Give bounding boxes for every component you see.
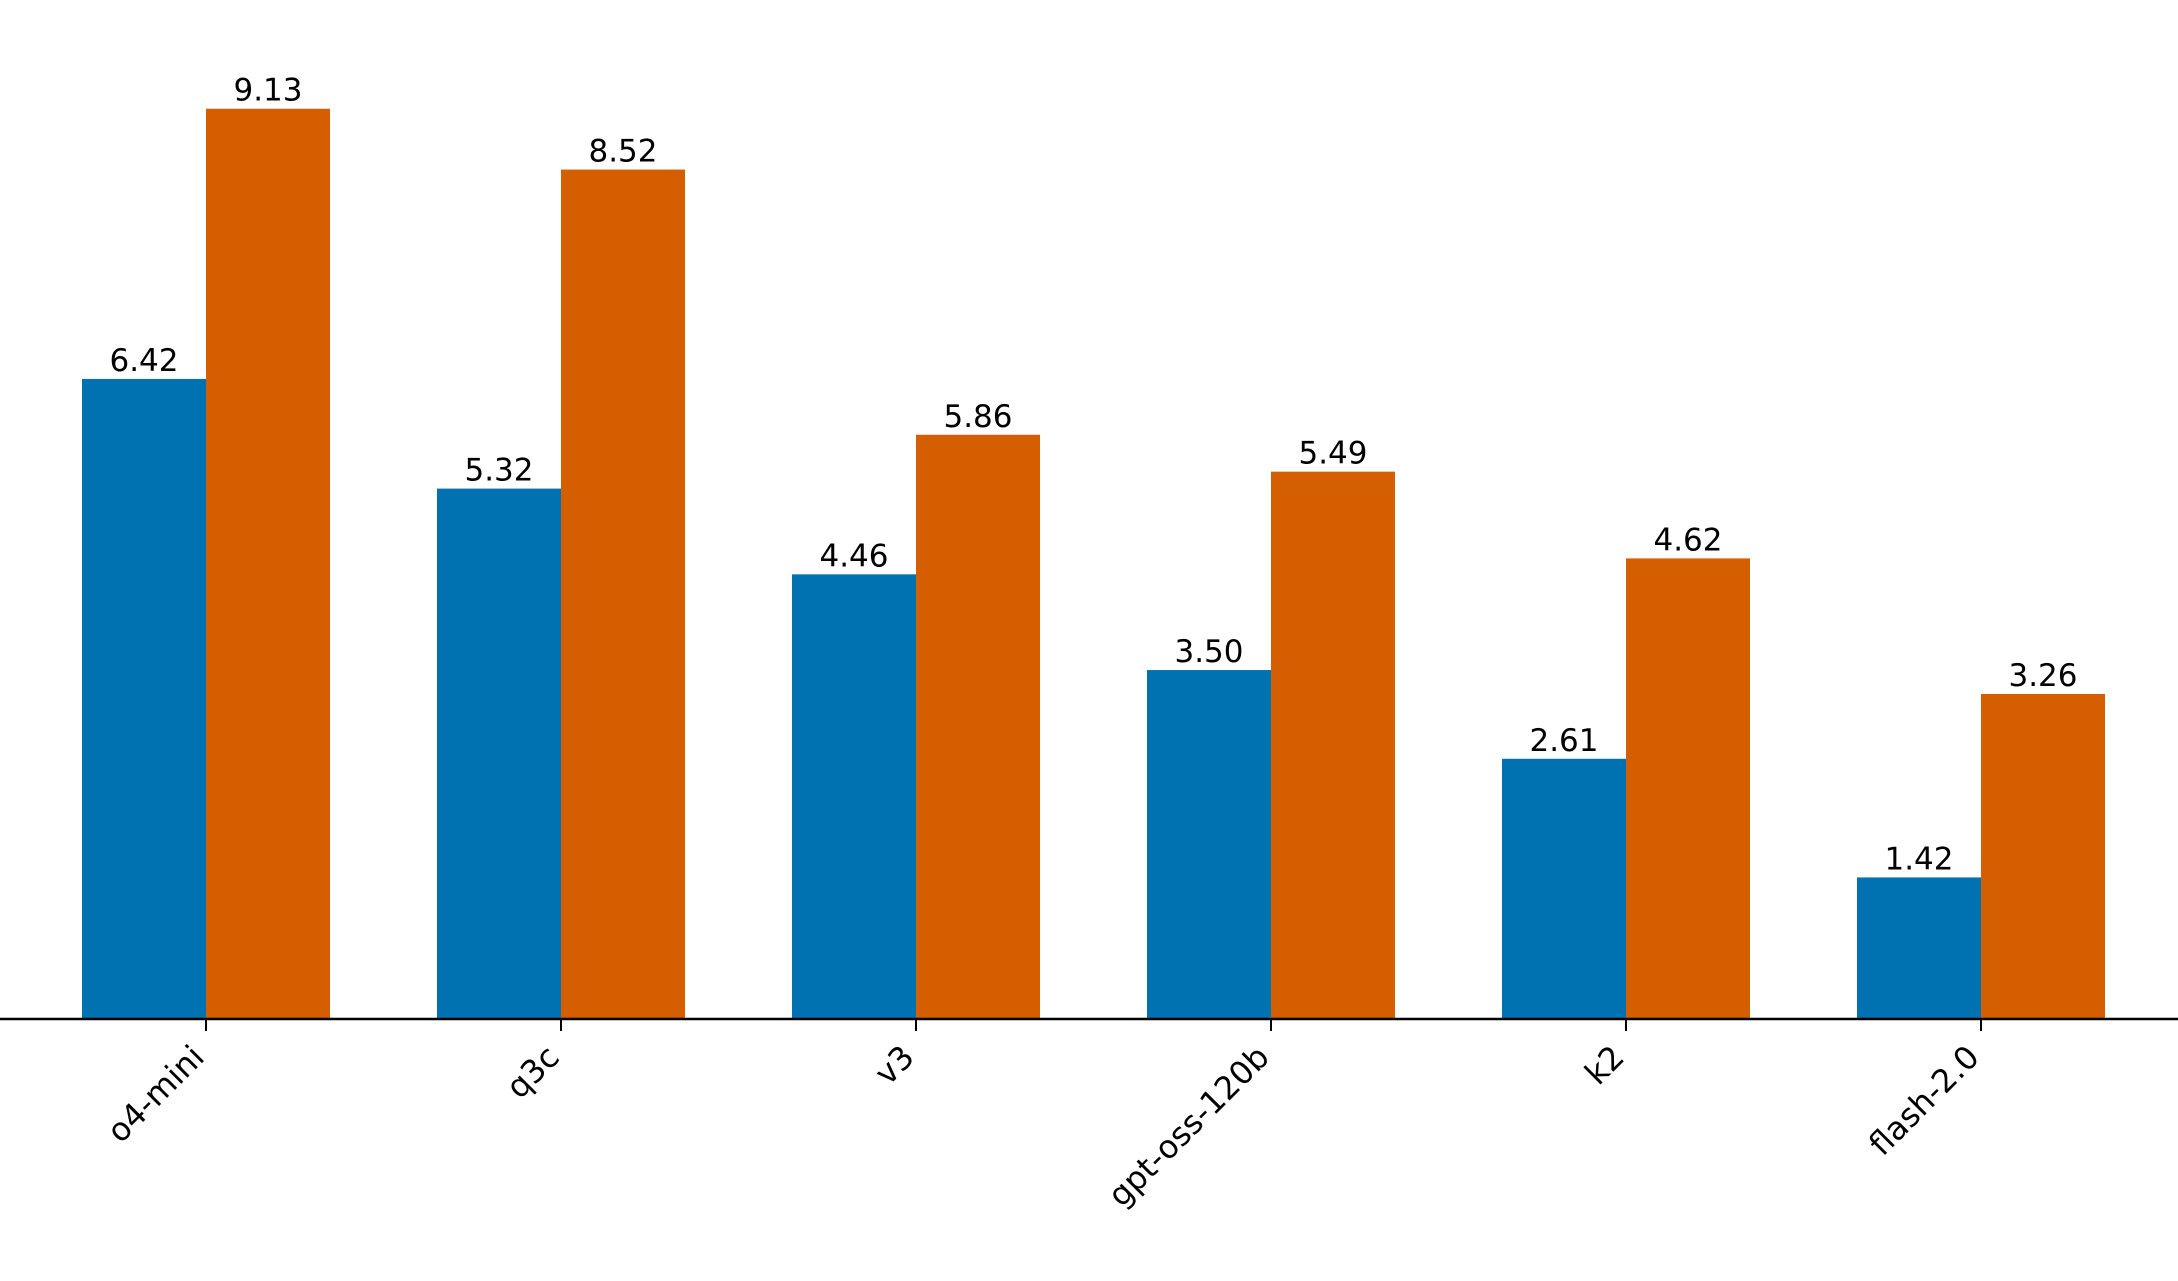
value-label: 6.42	[109, 343, 178, 379]
bar-v3-series-2	[916, 434, 1040, 1019]
x-ticks-layer: o4-mini q3c v3 gpt-oss-120b k2 flash-2.0	[99, 1019, 1987, 1214]
value-labels-layer: 6.42 9.13 5.32 8.52 4.46 5.86 3.50 5.49 2.61 4.62…	[109, 73, 2077, 878]
value-label: 5.49	[1298, 436, 1367, 472]
bar-gpt-oss-120b-series-2	[1271, 471, 1395, 1020]
value-label: 9.13	[233, 73, 302, 109]
x-tick-label: o4-mini	[99, 1038, 211, 1150]
bar-v3-series-1	[792, 574, 916, 1019]
value-label: 3.26	[2008, 658, 2077, 694]
bar-flash-2.0-series-2	[1981, 693, 2105, 1019]
bar-o4-mini-series-2	[206, 108, 330, 1019]
bar-k2-series-1	[1502, 758, 1626, 1019]
value-label: 4.62	[1653, 522, 1722, 558]
value-label: 5.32	[464, 453, 533, 489]
value-label: 4.46	[819, 538, 888, 574]
value-label: 1.42	[1884, 841, 1953, 877]
value-label: 2.61	[1529, 723, 1598, 759]
x-tick-label: flash-2.0	[1861, 1038, 1986, 1163]
value-label: 3.50	[1174, 634, 1243, 670]
bar-q3c-series-1	[437, 488, 561, 1019]
bar-gpt-oss-120b-series-1	[1147, 670, 1271, 1019]
x-tick-label: gpt-oss-120b	[1100, 1038, 1276, 1214]
x-tick-label: q3c	[499, 1038, 567, 1106]
value-label: 8.52	[588, 134, 657, 170]
x-tick-label: v3	[867, 1038, 922, 1093]
value-label: 5.86	[943, 399, 1012, 435]
x-tick-label: k2	[1577, 1038, 1631, 1092]
bars-layer	[82, 108, 2105, 1020]
bar-k2-series-2	[1626, 558, 1750, 1019]
bar-flash-2.0-series-1	[1857, 877, 1981, 1019]
bar-q3c-series-2	[561, 169, 685, 1019]
bar-o4-mini-series-1	[82, 378, 206, 1019]
